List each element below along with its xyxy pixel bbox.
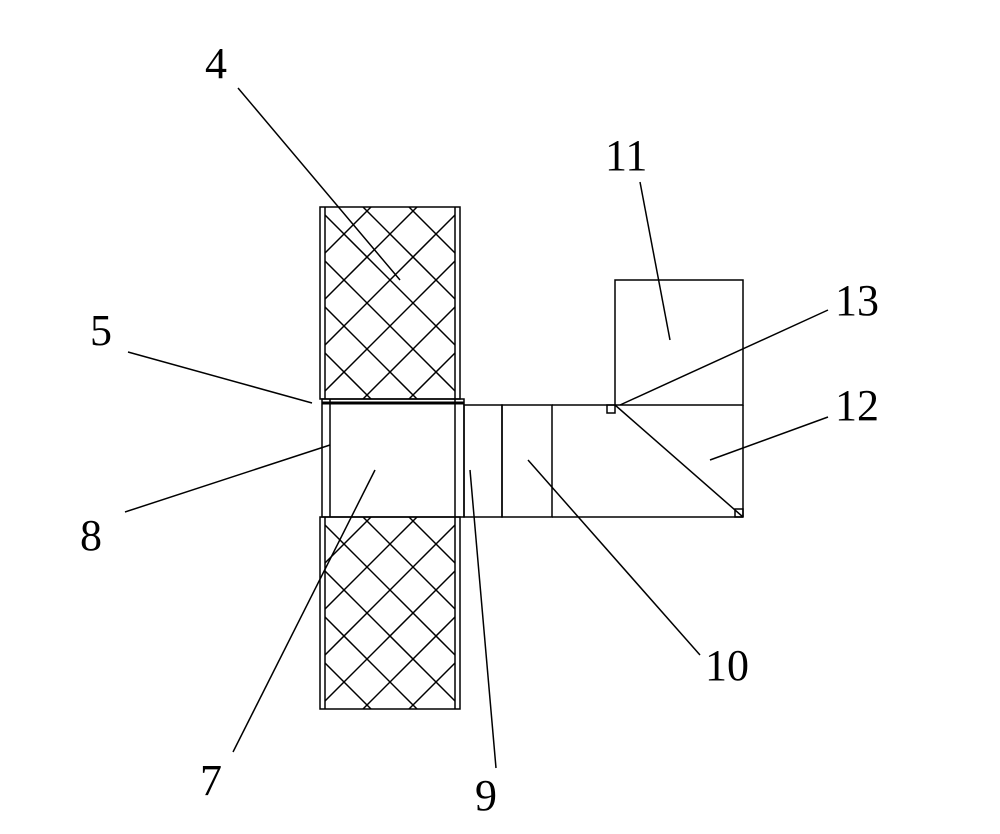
label-n8: 8 — [80, 510, 102, 561]
label-n10: 10 — [705, 640, 749, 691]
label-n12: 12 — [835, 380, 879, 431]
label-n4: 4 — [205, 38, 227, 89]
leader-n12 — [710, 417, 828, 460]
leader-n10 — [528, 460, 700, 655]
leader-n8 — [125, 445, 330, 512]
small-sq-top — [607, 405, 615, 413]
label-n13: 13 — [835, 275, 879, 326]
label-n9: 9 — [475, 770, 497, 821]
diagonal-line — [615, 405, 743, 517]
leader-n11 — [640, 182, 670, 340]
right-box — [615, 280, 743, 405]
leader-n13 — [620, 310, 828, 405]
ext-block-1 — [464, 405, 502, 517]
label-n11: 11 — [605, 130, 647, 181]
center-block — [322, 399, 464, 517]
upper-block — [320, 207, 460, 399]
label-n7: 7 — [200, 755, 222, 806]
leader-n4 — [238, 88, 400, 280]
label-n5: 5 — [90, 305, 112, 356]
leader-n5 — [128, 352, 312, 403]
leader-n9 — [470, 470, 496, 768]
lower-block — [320, 517, 460, 709]
ext-block-2 — [502, 405, 552, 517]
